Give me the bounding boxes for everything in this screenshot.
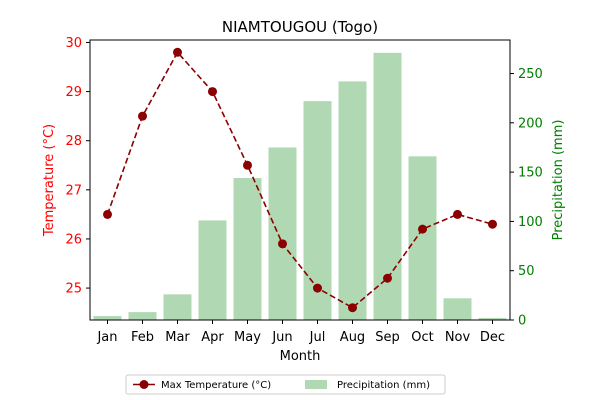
temperature-point-jun [278,239,287,249]
x-tick-label: Apr [201,330,224,345]
x-tick-label: Jan [96,330,117,345]
y-right-tick-label: 100 [518,215,543,230]
x-tick-label: Aug [340,330,365,345]
legend-label-precipitation: Precipitation (mm) [337,380,430,391]
temperature-point-jan [103,209,112,219]
y-left-tick-label: 27 [65,183,82,198]
y-left-tick-label: 28 [65,134,82,149]
x-axis-ticks: Jan Feb Mar Apr May Jun Jul Aug Sep Oct Nov Dec [96,320,505,345]
temperature-point-jul [313,283,322,293]
precipitation-bar-oct [408,156,437,320]
x-tick-label: Sep [375,330,400,345]
temperature-point-sep [383,273,392,283]
temperature-point-feb [138,111,147,121]
temperature-point-apr [208,87,217,97]
precipitation-bar-mar [163,294,192,320]
precipitation-bar-jun [268,147,297,320]
precipitation-bar-may [233,178,262,320]
y-right-tick-label: 0 [518,314,526,329]
precipitation-bar-jan [93,316,122,320]
precipitation-bar-dec [478,318,507,320]
precipitation-bar-aug [338,81,367,320]
y-right-axis-ticks: 0 50 100 150 200 250 [510,67,543,329]
x-tick-label: Feb [131,330,154,345]
temperature-point-oct [418,224,427,234]
legend-frame [125,374,446,395]
y-left-tick-label: 25 [65,282,82,297]
bars-layer [93,52,507,321]
x-tick-label: Dec [480,330,505,345]
chart-title: NIAMTOUGOU (Togo) [222,18,378,36]
x-tick-label: May [234,330,261,345]
precipitation-bar-apr [198,220,227,320]
legend: Max Temperature (°C) Precipitation (mm) [125,374,446,395]
y-right-tick-label: 150 [518,166,543,181]
x-tick-label: Jul [309,330,326,345]
precipitation-bar-jul [303,101,332,320]
legend-line-marker [139,380,149,389]
x-tick-label: Mar [165,330,190,345]
y-right-tick-label: 50 [518,264,535,279]
y-left-tick-label: 29 [65,85,82,100]
y-left-axis-ticks: 25 26 27 28 29 30 [65,36,90,297]
x-axis-label: Month [280,349,321,364]
legend-bar-swatch [305,380,327,389]
precipitation-bar-nov [443,298,472,320]
temperature-point-dec [488,219,497,229]
y-left-axis-label: Temperature (°C) [42,124,57,237]
temperature-point-may [243,160,252,170]
temperature-line [106,50,493,309]
x-tick-label: Oct [411,330,433,345]
line-layer [103,47,497,313]
x-tick-label: Nov [445,330,471,345]
y-right-tick-label: 250 [518,67,543,82]
y-right-tick-label: 200 [518,116,543,131]
x-tick-label: Jun [271,330,292,345]
precipitation-bar-feb [128,312,157,320]
y-left-tick-label: 26 [65,232,82,247]
y-left-tick-label: 30 [65,36,82,51]
temperature-point-aug [348,303,357,313]
temperature-point-mar [173,47,182,57]
temperature-point-nov [453,209,462,219]
legend-label-temperature: Max Temperature (°C) [161,380,271,391]
plot-frame [89,39,511,321]
y-right-axis-label: Precipitation (mm) [551,120,566,241]
